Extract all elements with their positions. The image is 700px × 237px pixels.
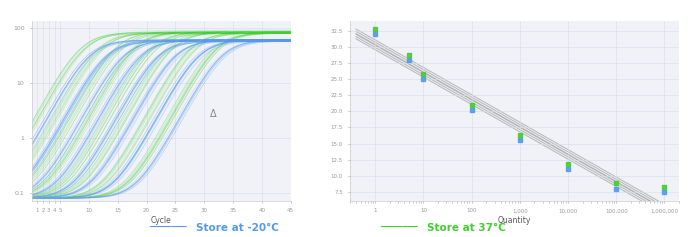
Text: ─────: ───── [380,221,418,234]
Text: Store at 37°C: Store at 37°C [427,223,505,232]
Text: Store at -20°C: Store at -20°C [196,223,279,232]
X-axis label: Cycle: Cycle [150,216,172,225]
Text: Δ: Δ [210,109,217,119]
Text: ─────: ───── [149,221,187,234]
X-axis label: Quantity: Quantity [498,216,531,225]
